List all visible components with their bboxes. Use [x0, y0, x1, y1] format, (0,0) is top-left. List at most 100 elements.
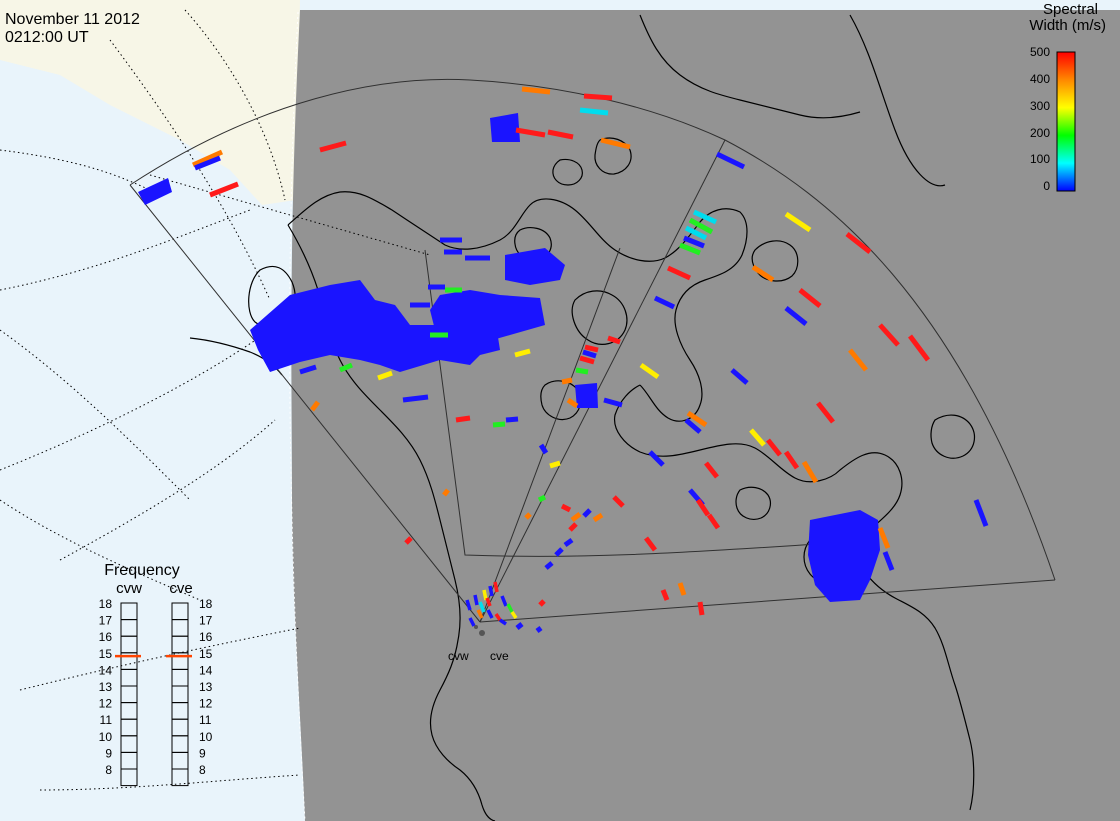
frequency-cell [120, 602, 138, 621]
echo-cell [554, 547, 564, 557]
echo-cell [816, 401, 835, 424]
frequency-cell [171, 702, 189, 720]
colorbar-title-line1: Spectral [1043, 1, 1098, 18]
echo-cell [465, 599, 472, 611]
echo-cell [749, 428, 766, 447]
echo-cell [404, 536, 413, 545]
frequency-level-label: 8 [199, 763, 206, 777]
echo-cell [505, 416, 519, 423]
echo-cell [677, 582, 687, 596]
echo-cell [697, 601, 705, 616]
day-land [0, 0, 300, 205]
echo-cell [524, 512, 532, 520]
echo-cell [751, 264, 775, 283]
frequency-cell [171, 735, 189, 753]
echo-cell [494, 613, 502, 621]
echo-cell [485, 597, 492, 607]
echo-cell [801, 460, 819, 484]
frequency-label-west: cvw [116, 580, 142, 597]
frequency-level-label: 13 [99, 680, 113, 694]
echo-cell [582, 349, 597, 359]
frequency-cell [171, 751, 189, 770]
echo-cell [500, 595, 508, 607]
echo-cell [430, 290, 545, 345]
echo-cell [537, 494, 547, 503]
echo-cell [549, 460, 561, 469]
frequency-cell [120, 619, 138, 637]
radar-fov-outline [129, 78, 1056, 623]
frequency-level-label: 12 [99, 697, 113, 711]
echo-cell [250, 280, 500, 372]
echo-cell [660, 589, 670, 601]
echo-cell [535, 626, 543, 633]
echo-cell [506, 603, 514, 613]
frequency-cell [171, 768, 189, 787]
echo-cell [566, 397, 579, 409]
echo-cell [377, 370, 393, 381]
echo-cell [666, 265, 692, 281]
echo-cell [808, 510, 880, 602]
radar-label-west: cvw [448, 649, 469, 663]
frequency-cell [120, 668, 138, 687]
echo-cell [783, 450, 800, 470]
echo-cell [715, 151, 746, 170]
echo-cell [570, 512, 582, 522]
echo-cell [560, 503, 572, 513]
echo-cell [766, 438, 782, 457]
frequency-cell [171, 685, 189, 704]
frequency-cell [171, 668, 189, 687]
echo-cell [478, 601, 486, 613]
frequency-level-label: 11 [100, 713, 113, 727]
echo-cell [583, 93, 613, 101]
echo-cell [706, 513, 721, 530]
echo-cell [878, 323, 900, 347]
echo-cell [798, 288, 822, 308]
echo-cell [482, 589, 488, 601]
echo-cell [973, 499, 989, 527]
colorbar-tick: 0 [1043, 179, 1050, 193]
echo-cell [486, 609, 494, 619]
echo-cell [505, 248, 565, 285]
frequency-cell [120, 735, 138, 753]
frequency-scale-east: 18 17 16 15 14 13 12 11 10 9 8 [166, 597, 213, 787]
frequency-cell [171, 619, 189, 637]
echo-cell [310, 400, 320, 412]
echo-cell [339, 362, 353, 373]
echo-cell [704, 461, 719, 479]
echo-cell [882, 551, 895, 571]
frequency-level-label: 9 [199, 746, 206, 760]
echo-cell [695, 498, 711, 517]
colorbar-tick: 300 [1030, 99, 1050, 113]
frequency-level-label: 16 [99, 630, 113, 644]
echo-cell [684, 418, 702, 434]
frequency-label-east: cve [169, 580, 192, 597]
frequency-level-label: 15 [199, 647, 213, 661]
echo-cell [692, 209, 718, 225]
echo-cell [468, 617, 476, 627]
frequency-level-label: 14 [199, 663, 213, 677]
radar-site-marker [474, 625, 478, 629]
echo-cell [686, 410, 708, 428]
frequency-level-label: 17 [99, 614, 113, 628]
echo-cell [476, 609, 484, 619]
echo-cell [575, 367, 589, 375]
date-label: November 11 2012 [5, 11, 140, 28]
echo-cell [563, 537, 574, 548]
echo-cell [603, 397, 623, 408]
frequency-level-label: 14 [99, 663, 113, 677]
echo-cell [644, 536, 657, 552]
echo-cell [784, 211, 812, 233]
echo-cell [138, 178, 172, 205]
echo-cell [191, 149, 224, 168]
echo-cell [194, 155, 221, 171]
echo-cell [639, 362, 660, 380]
radar-site-marker [479, 630, 485, 636]
frequency-cell [120, 751, 138, 770]
time-label: 0212:00 UT [5, 29, 89, 46]
colorbar-title-line2: Width (m/s) [1029, 17, 1106, 34]
echo-cell [592, 512, 604, 523]
frequency-level-label: 11 [199, 713, 212, 727]
colorbar-gradient [1056, 51, 1076, 192]
echo-cell [547, 129, 574, 140]
echo-cell [514, 348, 531, 358]
